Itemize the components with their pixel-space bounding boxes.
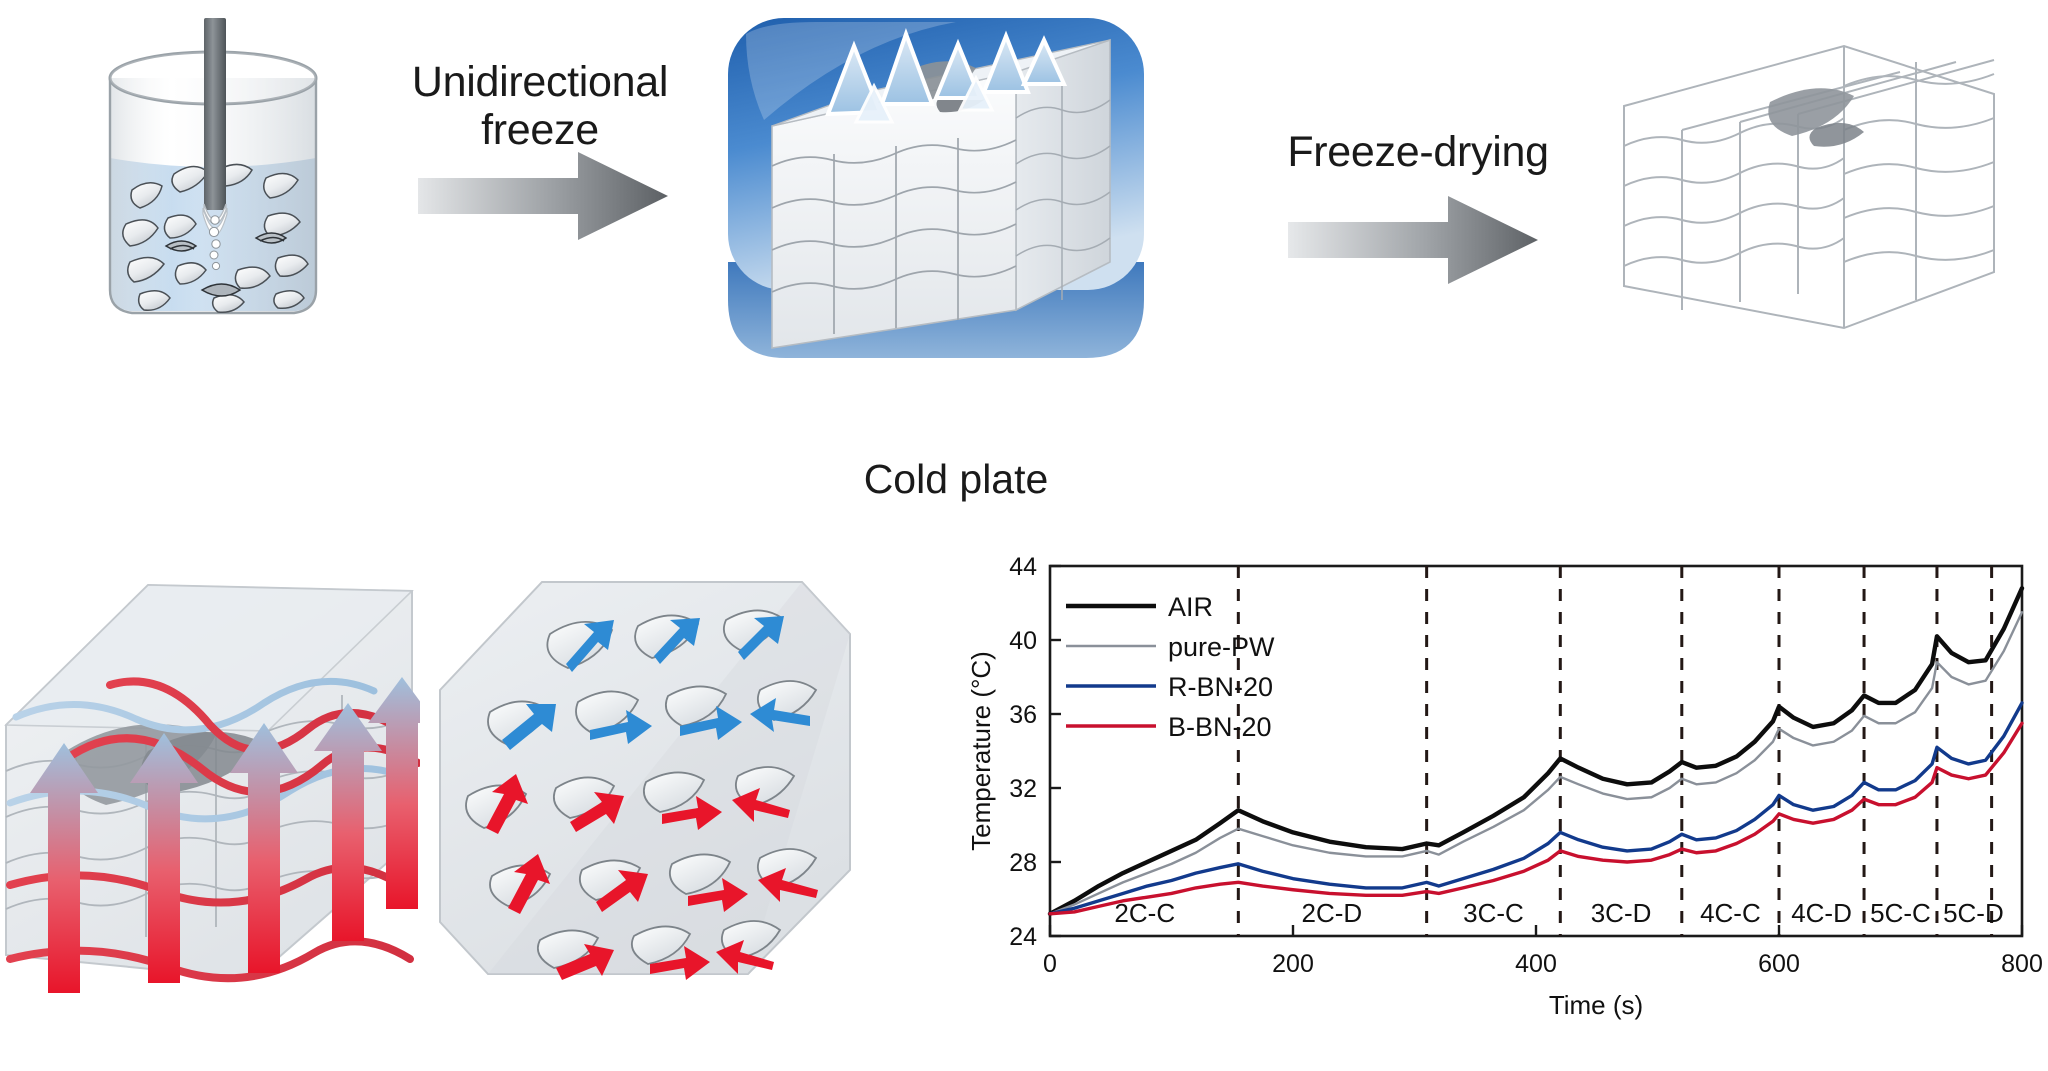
aligned-bn-heat-flow-illustration: [4, 583, 420, 993]
y-axis-title: Temperature (°C): [966, 651, 996, 851]
random-bn-heat-flow-illustration: [439, 581, 851, 980]
suspension-beaker-illustration: [108, 18, 318, 315]
y-tick-label-32: 32: [1009, 775, 1037, 803]
legend-label-AIR: AIR: [1168, 592, 1213, 622]
segment-label-3C-C: 3C-C: [1463, 898, 1524, 928]
x-axis-title: Time (s): [1549, 990, 1643, 1020]
x-tick-label-400: 400: [1515, 950, 1557, 978]
legend-label-pure-PW: pure-PW: [1168, 632, 1275, 662]
x-tick-label-200: 200: [1272, 950, 1314, 978]
segment-label-2C-C: 2C-C: [1114, 898, 1175, 928]
cold-plate-freezing-illustration: [728, 18, 1144, 358]
arrow-right-drying-icon: [1288, 196, 1538, 284]
series-line-AIR: [1047, 586, 2025, 916]
segment-label-2C-D: 2C-D: [1302, 898, 1363, 928]
legend-label-R-BN-20: R-BN-20: [1168, 672, 1273, 702]
x-tick-label-600: 600: [1758, 950, 1800, 978]
arrow-right-freeze-icon: [418, 152, 668, 240]
segment-label-4C-C: 4C-C: [1700, 898, 1761, 928]
series-line-pure-PW: [1048, 611, 2024, 915]
unidirectional-freeze-label: Unidirectional freeze: [411, 58, 669, 155]
cold-plate-caption: Cold plate: [863, 456, 1049, 502]
segment-label-4C-D: 4C-D: [1791, 898, 1852, 928]
x-tick-label-800: 800: [2001, 950, 2043, 978]
y-tick-label-28: 28: [1009, 849, 1037, 877]
series-line-B-BN-20: [1048, 721, 2024, 916]
y-tick-label-36: 36: [1009, 701, 1037, 729]
y-tick-label-44: 44: [1009, 553, 1037, 581]
segment-label-5C-D: 5C-D: [1943, 898, 2004, 928]
legend-label-B-BN-20: B-BN-20: [1168, 712, 1272, 742]
y-tick-label-40: 40: [1009, 627, 1037, 655]
series-line-R-BN-20: [1048, 701, 2024, 916]
segment-label-5C-C: 5C-C: [1870, 898, 1931, 928]
segment-label-3C-D: 3C-D: [1591, 898, 1652, 928]
x-tick-label-0: 0: [1043, 950, 1057, 978]
chart-svg: 24 28 32 36 40 44 0 200 400 600 800 Time (s) Tempera…: [966, 553, 2043, 1020]
freeze-drying-label: Freeze-drying: [1287, 128, 1549, 176]
y-tick-label-24: 24: [1009, 923, 1037, 951]
temperature-vs-time-chart: 24 28 32 36 40 44 0 200 400 600 800 Time (s) Tempera…: [960, 548, 2045, 1071]
aerogel-scaffold-illustration: [1623, 44, 1995, 330]
